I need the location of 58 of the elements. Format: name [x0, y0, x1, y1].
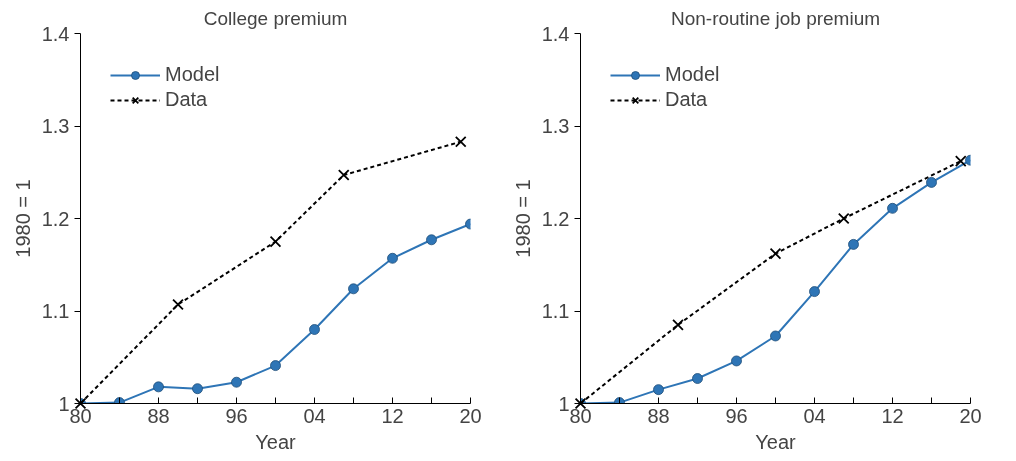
x-tick-label: 12 — [381, 404, 404, 427]
point — [848, 239, 859, 250]
x-tick-label: 88 — [147, 404, 170, 427]
point — [269, 235, 282, 248]
legend-label: Model — [665, 63, 720, 86]
point — [172, 298, 184, 311]
x-tick-label: 12 — [881, 404, 904, 427]
y-tick-label: 1.4 — [541, 22, 570, 45]
point — [192, 383, 203, 395]
y-tick-label: 1.1 — [41, 300, 70, 322]
point — [387, 252, 398, 264]
point — [769, 247, 782, 260]
x-tick-label: 96 — [725, 404, 748, 427]
point — [672, 319, 684, 331]
x-tick-label: 20 — [459, 404, 482, 427]
point — [809, 286, 820, 297]
y-tick-label: 1.3 — [541, 115, 570, 137]
point — [454, 135, 467, 148]
y-tick-label: 1.4 — [41, 22, 70, 45]
y-tick-label: 1.3 — [41, 115, 70, 137]
point — [770, 330, 781, 342]
point — [309, 324, 320, 335]
point — [692, 373, 703, 384]
point — [574, 397, 587, 410]
point — [731, 355, 742, 367]
point — [653, 384, 664, 396]
y-tick-label: 1.2 — [541, 207, 570, 230]
y-tick-label: 1 — [558, 392, 570, 415]
x-tick-label: 04 — [803, 404, 826, 427]
y-axis-title: 1980 = 1 — [511, 179, 534, 258]
chart-title: College premium — [203, 7, 348, 29]
point — [74, 397, 87, 410]
point — [348, 283, 359, 295]
point — [337, 169, 350, 181]
y-tick-label: 1.2 — [41, 207, 70, 230]
point — [887, 202, 898, 214]
point — [926, 177, 937, 188]
point — [837, 212, 850, 225]
point — [426, 234, 437, 246]
x-tick-label: 88 — [647, 404, 670, 427]
x-tick-label: 80 — [569, 404, 592, 427]
y-tick-label: 1.1 — [541, 300, 570, 322]
x-tick-label: 04 — [303, 404, 326, 427]
chart-title: Non-routine job premium — [670, 7, 881, 29]
y-tick-label: 1 — [58, 392, 70, 415]
x-tick-label: 80 — [69, 404, 92, 427]
x-axis-title: Year — [255, 430, 297, 453]
legend-label: Data — [165, 88, 208, 111]
point — [270, 360, 281, 371]
y-axis-title: 1980 = 1 — [11, 179, 34, 258]
point — [954, 155, 967, 167]
legend-label: Model — [165, 63, 220, 86]
point — [231, 376, 242, 388]
x-tick-label: 20 — [959, 404, 982, 427]
x-tick-label: 96 — [225, 404, 248, 427]
x-axis-title: Year — [755, 430, 797, 453]
point — [153, 381, 164, 393]
legend-label: Data — [665, 88, 708, 111]
